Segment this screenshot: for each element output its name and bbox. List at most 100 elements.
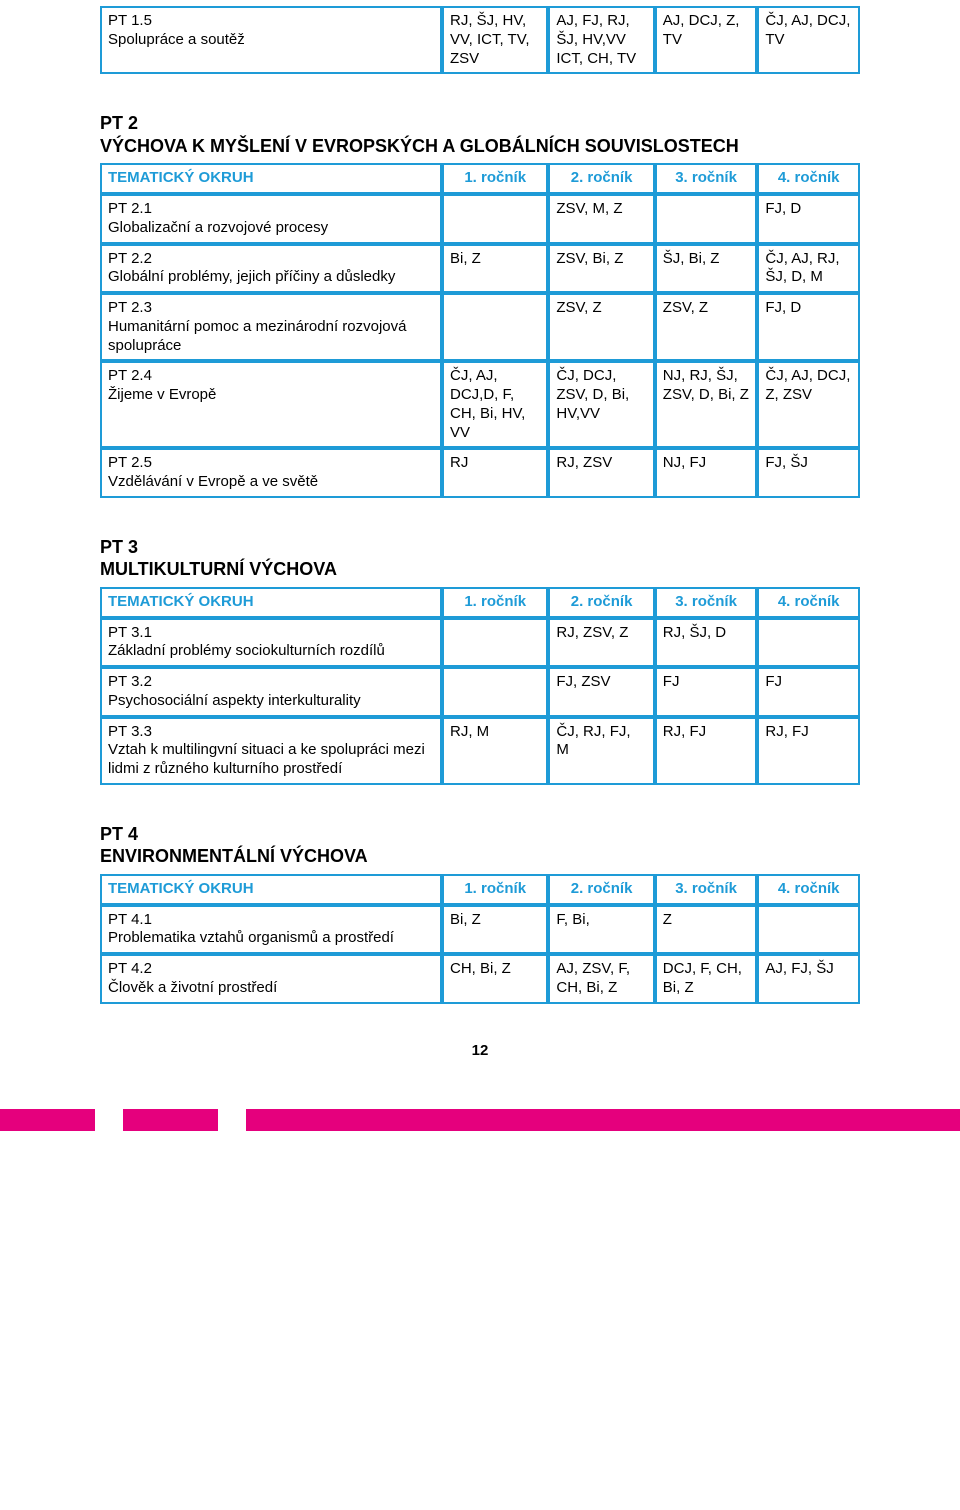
cell — [757, 618, 860, 668]
topic-text: Humanitární pomoc a mezinárodní rozvojov… — [108, 318, 434, 356]
cell: RJ — [442, 448, 548, 498]
cell: DCJ, F, CH, Bi, Z — [655, 954, 758, 1004]
page-number: 12 — [100, 1042, 860, 1059]
cell: RJ, ZSV, Z — [548, 618, 654, 668]
cell: ZSV, Z — [548, 293, 654, 361]
topic-text: Člověk a životní prostředí — [108, 979, 434, 998]
topic-cell: PT 2.4 Žijeme v Evropě — [100, 361, 442, 448]
topic-text: Žijeme v Evropě — [108, 386, 434, 405]
topic-text: Globalizační a rozvojové procesy — [108, 219, 434, 238]
header-col: 2. ročník — [548, 587, 654, 618]
header-topic: TEMATICKÝ OKRUH — [100, 587, 442, 618]
table-row: PT 2.1 Globalizační a rozvojové procesy … — [100, 194, 860, 244]
table-row: PT 3.2 Psychosociální aspekty interkultu… — [100, 667, 860, 717]
cell: FJ, ZSV — [548, 667, 654, 717]
topic-code: PT 1.5 — [108, 12, 434, 31]
cell: FJ, ŠJ — [757, 448, 860, 498]
cell: ZSV, M, Z — [548, 194, 654, 244]
topic-cell: PT 4.2 Člověk a životní prostředí — [100, 954, 442, 1004]
cell: ŠJ, Bi, Z — [655, 244, 758, 294]
section-heading-pt4: PT 4 ENVIRONMENTÁLNÍ VÝCHOVA — [100, 823, 860, 868]
header-col: 1. ročník — [442, 163, 548, 194]
cell: ČJ, AJ, RJ, ŠJ, D, M — [757, 244, 860, 294]
topic-cell: PT 3.1 Základní problémy sociokulturních… — [100, 618, 442, 668]
cell — [655, 194, 758, 244]
table-row: PT 4.1 Problematika vztahů organismů a p… — [100, 905, 860, 955]
topic-code: PT 2.4 — [108, 367, 434, 386]
topic-code: PT 4.2 — [108, 960, 434, 979]
topic-code: PT 2.3 — [108, 299, 434, 318]
cell: ZSV, Bi, Z — [548, 244, 654, 294]
table-row: PT 3.3 Vztah k multilingvní situaci a ke… — [100, 717, 860, 785]
cell: ČJ, AJ, DCJ, TV — [757, 6, 860, 74]
heading-line2: ENVIRONMENTÁLNÍ VÝCHOVA — [100, 845, 860, 868]
cell: Z — [655, 905, 758, 955]
cell: FJ, D — [757, 194, 860, 244]
table-header-row: TEMATICKÝ OKRUH 1. ročník 2. ročník 3. r… — [100, 874, 860, 905]
cell: Bi, Z — [442, 905, 548, 955]
header-col: 4. ročník — [757, 874, 860, 905]
cell — [442, 293, 548, 361]
topic-code: PT 3.2 — [108, 673, 434, 692]
cell — [757, 905, 860, 955]
table-row: PT 3.1 Základní problémy sociokulturních… — [100, 618, 860, 668]
cell: RJ, ZSV — [548, 448, 654, 498]
table-row: PT 2.3 Humanitární pomoc a mezinárodní r… — [100, 293, 860, 361]
table-row: PT 1.5 Spolupráce a soutěž RJ, ŠJ, HV, V… — [100, 6, 860, 74]
cell: ZSV, Z — [655, 293, 758, 361]
header-topic: TEMATICKÝ OKRUH — [100, 874, 442, 905]
topic-cell: PT 2.3 Humanitární pomoc a mezinárodní r… — [100, 293, 442, 361]
topic-code: PT 2.1 — [108, 200, 434, 219]
cell: FJ, D — [757, 293, 860, 361]
header-col: 2. ročník — [548, 163, 654, 194]
cell: FJ — [655, 667, 758, 717]
cell: ČJ, AJ, DCJ, Z, ZSV — [757, 361, 860, 448]
table-row: PT 2.2 Globální problémy, jejich příčiny… — [100, 244, 860, 294]
cell: AJ, FJ, ŠJ — [757, 954, 860, 1004]
cell: F, Bi, — [548, 905, 654, 955]
cell: NJ, FJ — [655, 448, 758, 498]
table-row: PT 2.4 Žijeme v Evropě ČJ, AJ, DCJ,D, F,… — [100, 361, 860, 448]
cell: RJ, M — [442, 717, 548, 785]
header-col: 3. ročník — [655, 163, 758, 194]
cell: AJ, ZSV, F, CH, Bi, Z — [548, 954, 654, 1004]
topic-code: PT 4.1 — [108, 911, 434, 930]
topic-text: Psychosociální aspekty interkulturality — [108, 692, 434, 711]
page-content: PT 1.5 Spolupráce a soutěž RJ, ŠJ, HV, V… — [0, 6, 960, 1099]
section-heading-pt2: PT 2 VÝCHOVA K MYŠLENÍ V EVROPSKÝCH A GL… — [100, 112, 860, 157]
topic-code: PT 3.1 — [108, 624, 434, 643]
cell: AJ, FJ, RJ, ŠJ, HV,VV ICT, CH, TV — [548, 6, 654, 74]
header-col: 4. ročník — [757, 163, 860, 194]
cell — [442, 667, 548, 717]
cell — [442, 618, 548, 668]
topic-code: PT 3.3 — [108, 723, 434, 742]
topic-cell: PT 4.1 Problematika vztahů organismů a p… — [100, 905, 442, 955]
header-col: 4. ročník — [757, 587, 860, 618]
topic-cell: PT 2.2 Globální problémy, jejich příčiny… — [100, 244, 442, 294]
heading-line1: PT 2 — [100, 112, 860, 135]
heading-line2: MULTIKULTURNÍ VÝCHOVA — [100, 558, 860, 581]
cell: AJ, DCJ, Z, TV — [655, 6, 758, 74]
header-col: 3. ročník — [655, 587, 758, 618]
cell: Bi, Z — [442, 244, 548, 294]
heading-line1: PT 3 — [100, 536, 860, 559]
section-heading-pt3: PT 3 MULTIKULTURNÍ VÝCHOVA — [100, 536, 860, 581]
table-row: PT 4.2 Člověk a životní prostředí CH, Bi… — [100, 954, 860, 1004]
cell: ČJ, RJ, FJ, M — [548, 717, 654, 785]
heading-line2: VÝCHOVA K MYŠLENÍ V EVROPSKÝCH A GLOBÁLN… — [100, 135, 860, 158]
cell: RJ, ŠJ, HV, VV, ICT, TV, ZSV — [442, 6, 548, 74]
table-header-row: TEMATICKÝ OKRUH 1. ročník 2. ročník 3. r… — [100, 163, 860, 194]
cell: RJ, FJ — [757, 717, 860, 785]
topic-text: Spolupráce a soutěž — [108, 31, 434, 50]
cell — [442, 194, 548, 244]
topic-cell: PT 1.5 Spolupráce a soutěž — [100, 6, 442, 74]
header-col: 1. ročník — [442, 587, 548, 618]
header-col: 1. ročník — [442, 874, 548, 905]
cell: ČJ, DCJ, ZSV, D, Bi, HV,VV — [548, 361, 654, 448]
topic-text: Problematika vztahů organismů a prostřed… — [108, 929, 434, 948]
cell: ČJ, AJ, DCJ,D, F, CH, Bi, HV, VV — [442, 361, 548, 448]
cell: RJ, ŠJ, D — [655, 618, 758, 668]
heading-line1: PT 4 — [100, 823, 860, 846]
topic-text: Vztah k multilingvní situaci a ke spolup… — [108, 741, 434, 779]
topic-cell: PT 2.1 Globalizační a rozvojové procesy — [100, 194, 442, 244]
